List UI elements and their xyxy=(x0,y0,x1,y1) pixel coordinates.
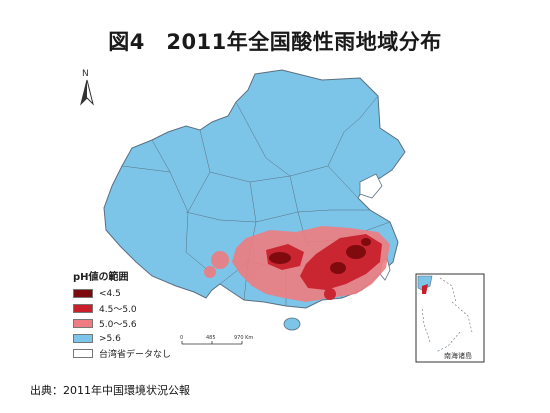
legend-item: <4.5 xyxy=(73,287,171,300)
svg-text:0: 0 xyxy=(180,335,183,341)
svg-text:970 Km: 970 Km xyxy=(234,335,253,341)
south-sea-inset: 南海诸島 xyxy=(415,273,485,363)
source-caption: 出典：2011年中国環境状況公報 xyxy=(30,384,190,397)
legend-label: 台湾省データなし xyxy=(99,350,172,360)
zone-ph-below-4.5 xyxy=(269,238,371,274)
north-arrow-icon: N xyxy=(80,69,94,106)
legend-swatch xyxy=(73,289,93,298)
legend-swatch xyxy=(73,349,93,358)
legend-item: 4.5～5.0 xyxy=(73,302,171,315)
legend-swatch xyxy=(73,334,93,343)
legend-item: >5.6 xyxy=(73,332,171,345)
legend-label: 4.5～5.0 xyxy=(99,305,137,315)
legend-label: >5.6 xyxy=(99,333,121,344)
svg-text:N: N xyxy=(82,69,89,79)
map-title: 図4 2011年全国酸性雨地域分布 xyxy=(108,30,442,54)
inset-label: 南海诸島 xyxy=(444,351,472,360)
legend-item: 台湾省データなし xyxy=(73,347,171,360)
legend-swatch xyxy=(73,319,93,328)
legend-label: 5.0～5.6 xyxy=(99,320,137,330)
legend-label: <4.5 xyxy=(99,288,121,299)
china-map-svg: N xyxy=(80,69,485,363)
scale-bar: 0 485 970 Km xyxy=(180,335,253,345)
map-legend: pH値の範囲 <4.5 4.5～5.0 5.0～5.6 >5.6 台湾省データな… xyxy=(73,268,171,362)
legend-item: 5.0～5.6 xyxy=(73,317,171,330)
legend-title: pH値の範囲 xyxy=(73,272,129,283)
hainan-island xyxy=(283,317,301,331)
legend-swatch xyxy=(73,304,93,313)
bohai-sea xyxy=(359,173,383,199)
svg-text:485: 485 xyxy=(206,335,216,341)
acid-rain-map: N xyxy=(60,62,500,370)
